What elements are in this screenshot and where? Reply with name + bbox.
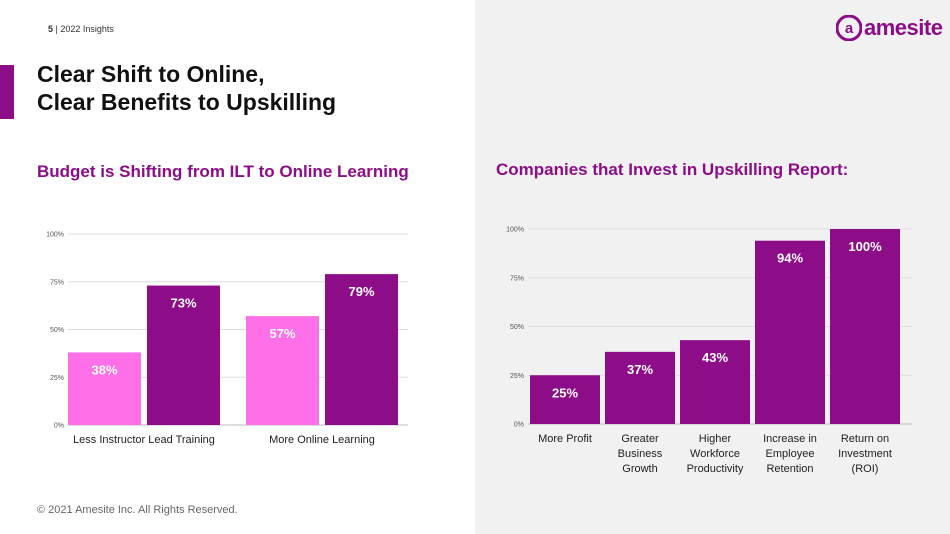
- chart2-category-label: (ROI): [852, 463, 879, 475]
- title-accent-bar: [0, 65, 14, 119]
- chart2-category-label: Employee: [766, 448, 815, 460]
- chart1-y-tick-label: 100%: [46, 232, 64, 239]
- chart2-category-label: Business: [618, 448, 663, 460]
- chart2-bar: [530, 375, 600, 424]
- chart2-category-label: Investment: [838, 448, 892, 460]
- chart1-title: Budget is Shifting from ILT to Online Le…: [37, 162, 409, 181]
- chart2-category-label: Greater: [621, 433, 659, 445]
- chart2-bar: [605, 351, 675, 424]
- chart2-category-label: More Profit: [538, 433, 592, 445]
- chart2-y-tick-label: 0%: [514, 422, 524, 429]
- chart2-title: Companies that Invest in Upskilling Repo…: [496, 160, 849, 179]
- chart1-category-label: Less Instructor Lead Training: [73, 434, 215, 446]
- chart2-category-label: Workforce: [690, 448, 740, 460]
- page-title: Clear Shift to Online, Clear Benefits to…: [37, 60, 336, 116]
- chart1-data-label: 79%: [348, 284, 374, 299]
- chart2-data-label: 37%: [627, 362, 653, 377]
- amesite-logo: a amesite: [836, 12, 943, 44]
- page-title-line2: Clear Benefits to Upskilling: [37, 89, 337, 115]
- chart1-bar: [246, 316, 319, 425]
- chart2-data-label: 100%: [848, 239, 882, 254]
- page-number: 5: [48, 24, 54, 34]
- chart2-data-label: 43%: [702, 350, 728, 365]
- logo-mark-icon: a: [836, 15, 862, 41]
- chart1-bar: [68, 352, 141, 425]
- chart1-y-tick-label: 0%: [54, 423, 64, 430]
- chart2-category-label: Higher: [699, 433, 732, 445]
- chart1-data-label: 38%: [91, 362, 117, 377]
- chart1-data-label: 57%: [269, 326, 295, 341]
- chart2-data-label: 94%: [777, 251, 803, 266]
- logo-mark-letter: a: [845, 20, 854, 37]
- chart1-y-tick-label: 50%: [50, 327, 64, 334]
- chart2-y-tick-label: 75%: [510, 275, 524, 282]
- chart1-category-label: More Online Learning: [269, 434, 375, 446]
- chart2-category-label: Growth: [622, 463, 657, 475]
- chart2-category-label: Increase in: [763, 433, 817, 445]
- chart2-y-tick-label: 100%: [506, 227, 524, 234]
- copyright-footer: © 2021 Amesite Inc. All Rights Reserved.: [37, 504, 238, 516]
- chart2-category-label: Retention: [766, 463, 813, 475]
- chart1-y-tick-label: 25%: [50, 375, 64, 382]
- page-title-line1: Clear Shift to Online,: [37, 61, 265, 87]
- chart2-bar: [755, 240, 825, 424]
- chart-budget-shift: 0% 25% 50% 75% 100% 38% 73% Less Instructor Lea…: [46, 232, 408, 446]
- chart2-bar: [680, 340, 750, 424]
- chart1-bar: [325, 274, 398, 425]
- page-label: 2022 Insights: [60, 24, 114, 34]
- chart1-y-tick-label: 75%: [50, 279, 64, 286]
- chart2-category-label: Return on: [841, 433, 889, 445]
- page-header: 5 | 2022 Insights: [48, 24, 114, 34]
- chart2-y-tick-label: 50%: [510, 324, 524, 331]
- page-separator: |: [55, 24, 61, 34]
- chart2-bar: [830, 229, 900, 424]
- chart1-bar: [147, 285, 220, 425]
- chart2-data-label: 25%: [552, 385, 578, 400]
- logo-wordmark: amesite: [864, 15, 943, 40]
- chart2-y-tick-label: 25%: [510, 373, 524, 380]
- chart1-data-label: 73%: [170, 296, 196, 311]
- chart2-category-label: Productivity: [687, 463, 744, 475]
